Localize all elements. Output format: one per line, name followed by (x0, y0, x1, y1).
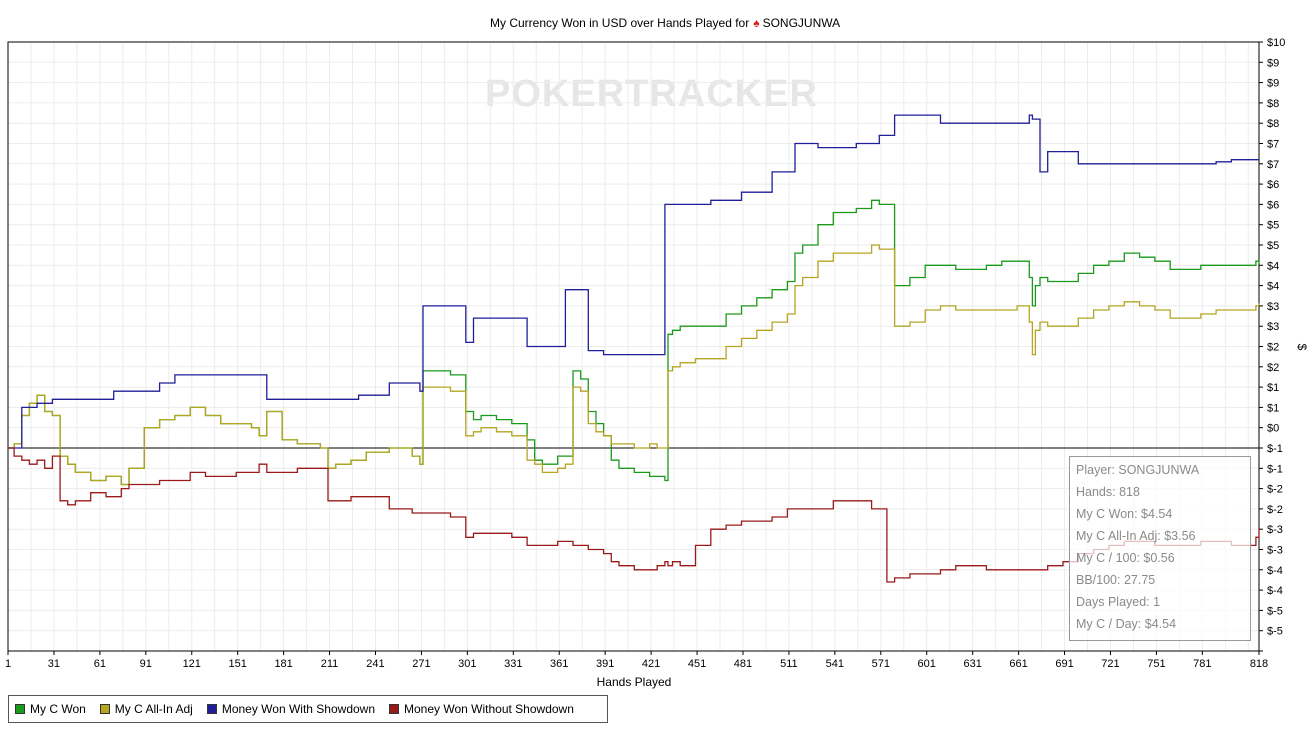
y-tick-label: $-2 (1267, 484, 1283, 496)
y-axis-ticks: $-5 $-5 $-4 $-4 $-3 $-3 $-2 $-2 $-1 $-1 $0 $1 $1 $2 $2… (1259, 37, 1285, 652)
x-axis-label: Hands Played (597, 675, 672, 689)
info-hands: Hands: 818 (1076, 485, 1140, 499)
y-tick-label: $1 (1267, 402, 1279, 414)
x-tick-label: 91 (140, 658, 152, 670)
x-tick-label: 601 (918, 658, 936, 670)
y-tick-label: $0 (1267, 423, 1279, 435)
info-player: Player: SONGJUNWA (1076, 463, 1200, 477)
info-days-played: Days Played: 1 (1076, 595, 1161, 609)
info-per-day: My C / Day: $4.54 (1076, 617, 1177, 631)
legend-label: My C All-In Adj (114, 702, 193, 716)
x-tick-label: 818 (1250, 658, 1268, 670)
x-tick-label: 151 (229, 658, 247, 670)
y-tick-label: $4 (1267, 281, 1279, 293)
legend-label: Money Won Without Showdown (404, 702, 574, 716)
y-tick-label: $-5 (1267, 605, 1283, 617)
y-tick-label: $-4 (1267, 565, 1283, 577)
y-tick-label: $9 (1267, 57, 1279, 69)
x-tick-label: 361 (550, 658, 568, 670)
y-tick-label: $8 (1267, 98, 1279, 110)
x-tick-label: 481 (734, 658, 752, 670)
legend-item: My C Won (15, 702, 86, 716)
y-tick-label: $7 (1267, 159, 1279, 171)
y-tick-label: $-3 (1267, 524, 1283, 536)
x-tick-label: 301 (458, 658, 476, 670)
x-tick-label: 691 (1055, 658, 1073, 670)
spade-icon: ♠ (753, 16, 760, 30)
x-tick-label: 751 (1147, 658, 1165, 670)
legend-item: My C All-In Adj (99, 702, 193, 716)
legend-swatch (389, 704, 400, 714)
legend-label: My C Won (30, 702, 86, 716)
x-axis-ticks: 1 31 61 91 121 151 181 211 241 271 301 331 361 391 421… (5, 651, 1268, 670)
x-tick-label: 241 (366, 658, 384, 670)
x-tick-label: 61 (94, 658, 106, 670)
y-tick-label: $-4 (1267, 585, 1283, 597)
legend-item: Money Won With Showdown (206, 702, 376, 716)
x-tick-label: 451 (688, 658, 706, 670)
y-tick-label: $5 (1267, 220, 1279, 232)
x-tick-label: 181 (274, 658, 292, 670)
x-tick-label: 571 (872, 658, 890, 670)
y-tick-label: $6 (1267, 179, 1279, 191)
x-tick-label: 721 (1101, 658, 1119, 670)
x-tick-label: 271 (412, 658, 430, 670)
series-line-money-won-with-showdown (8, 114, 1259, 449)
series-line-my-c-won (8, 199, 1260, 486)
info-my-c-won: My C Won: $4.54 (1076, 507, 1173, 521)
y-tick-label: $6 (1267, 199, 1279, 211)
x-tick-label: 511 (780, 658, 798, 670)
x-tick-label: 541 (826, 658, 844, 670)
y-tick-label: $4 (1267, 260, 1279, 272)
legend-swatch (99, 704, 110, 714)
series-line-my-c-all-in-adj (8, 244, 1260, 486)
series-line-money-won-without-showdown (8, 447, 1260, 583)
stats-info-box: Player: SONGJUNWA Hands: 818 My C Won: $… (1069, 456, 1251, 641)
y-tick-label: $10 (1267, 37, 1285, 49)
legend-label: Money Won With Showdown (221, 702, 376, 716)
player-name: SONGJUNWA (763, 16, 841, 30)
y-tick-label: $1 (1267, 382, 1279, 394)
y-tick-label: $3 (1267, 321, 1279, 333)
x-tick-label: 121 (183, 658, 201, 670)
y-tick-label: $9 (1267, 78, 1279, 90)
x-tick-label: 631 (963, 658, 981, 670)
y-tick-label: $5 (1267, 240, 1279, 252)
x-tick-label: 211 (321, 658, 339, 670)
x-tick-label: 1 (5, 658, 11, 670)
y-tick-label: $-1 (1267, 463, 1283, 475)
info-bb-100: BB/100: 27.75 (1076, 573, 1156, 587)
y-tick-label: $7 (1267, 139, 1279, 151)
x-tick-label: 781 (1193, 658, 1211, 670)
y-tick-label: $2 (1267, 362, 1279, 374)
info-per-100: My C / 100: $0.56 (1076, 551, 1175, 565)
x-tick-label: 661 (1009, 658, 1027, 670)
y-tick-label: $2 (1267, 342, 1279, 354)
legend-swatch (15, 704, 25, 714)
y-tick-label: $8 (1267, 118, 1279, 130)
y-tick-label: $-2 (1267, 504, 1283, 516)
chart-title: My Currency Won in USD over Hands Played… (490, 16, 840, 30)
legend-item: Money Won Without Showdown (389, 702, 574, 716)
y-tick-label: $3 (1267, 301, 1279, 313)
y-tick-label: $-5 (1267, 626, 1283, 638)
x-tick-label: 421 (642, 658, 660, 670)
info-all-in-adj: My C All-In Adj: $3.56 (1076, 529, 1196, 543)
y-axis-label: $ (1295, 344, 1309, 351)
legend-swatch (206, 704, 217, 714)
y-tick-label: $-1 (1267, 443, 1283, 455)
series-lines (8, 114, 1260, 583)
x-tick-label: 391 (596, 658, 614, 670)
x-tick-label: 31 (48, 658, 60, 670)
y-tick-label: $-3 (1267, 545, 1283, 557)
x-tick-label: 331 (504, 658, 522, 670)
legend: My C Won My C All-In Adj Money Won With Sh… (8, 695, 608, 723)
